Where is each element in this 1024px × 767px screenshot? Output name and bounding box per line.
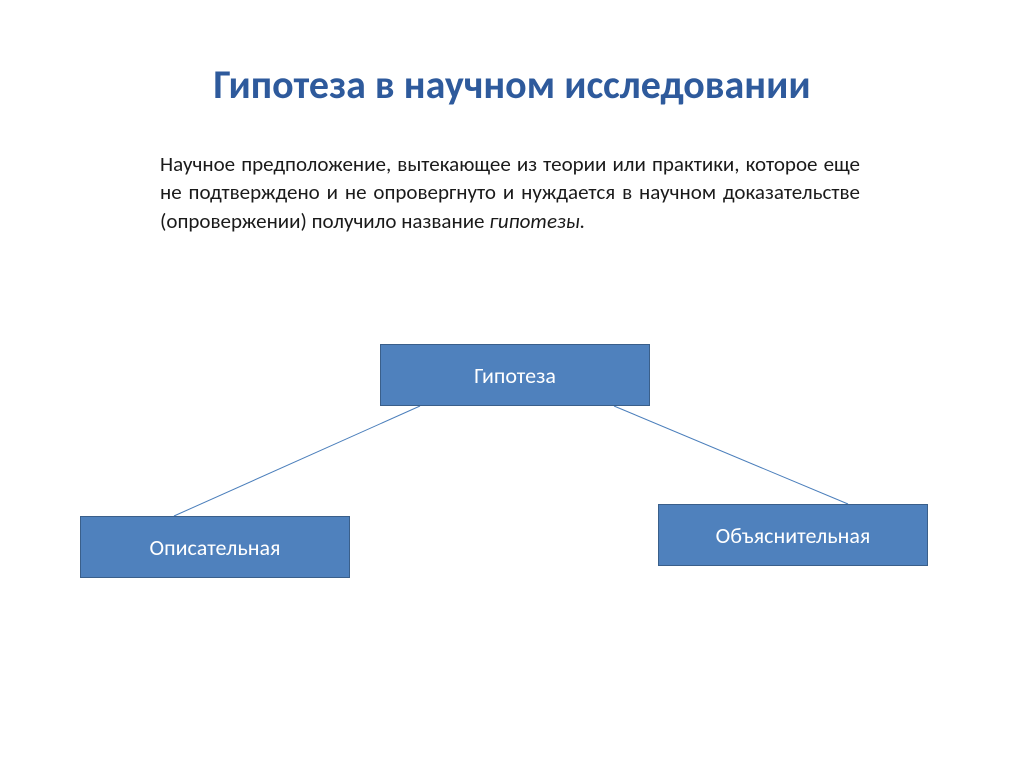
edge-left: [174, 406, 420, 516]
definition-term: гипотезы.: [489, 208, 585, 234]
node-left: Описательная: [80, 516, 350, 578]
edge-right: [614, 406, 848, 504]
node-left-label: Описательная: [150, 534, 281, 561]
definition-paragraph: Научное предположение, вытекающее из тео…: [160, 150, 860, 235]
node-root-label: Гипотеза: [474, 362, 556, 389]
node-right: Объяснительная: [658, 504, 928, 566]
slide-title: Гипотеза в научном исследовании: [0, 60, 1024, 109]
node-right-label: Объяснительная: [716, 522, 871, 549]
node-root: Гипотеза: [380, 344, 650, 406]
slide: Гипотеза в научном исследовании Научное …: [0, 0, 1024, 767]
